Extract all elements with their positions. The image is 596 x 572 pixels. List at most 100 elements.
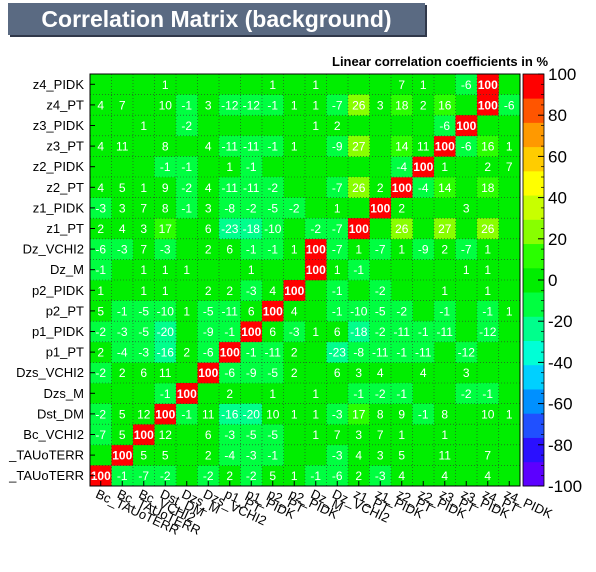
- heatmap-cell: [326, 197, 349, 219]
- cell-value-label: -1: [181, 98, 192, 112]
- heatmap-cell: [219, 280, 241, 301]
- cell-value-label: 1: [291, 407, 298, 421]
- heatmap-cell: [197, 424, 220, 446]
- heatmap-cell: [305, 259, 327, 281]
- heatmap-cell: [326, 135, 349, 157]
- cell-value-label: 2: [205, 243, 212, 257]
- heatmap-cell: [111, 238, 134, 260]
- cell-value-label: 1: [334, 263, 341, 277]
- heatmap-cell: [326, 259, 349, 281]
- heatmap-cell: [133, 321, 155, 343]
- cell-value-label: 11: [417, 140, 430, 154]
- color-scale-swatch: [523, 316, 544, 341]
- cell-value-label: -11: [265, 346, 282, 360]
- heatmap-cell: [326, 341, 349, 363]
- heatmap-cell: [133, 362, 155, 384]
- cell-value-label: 4: [441, 469, 448, 483]
- cell-value-label: -6: [439, 119, 450, 133]
- cell-value-label: -1: [95, 263, 106, 277]
- y-tick-label: _TAUoTERR: [8, 468, 84, 483]
- cell-value-label: -3: [332, 407, 343, 421]
- heatmap-cell: [219, 135, 241, 157]
- cell-value-label: -3: [138, 346, 149, 360]
- cell-value-label: 100: [263, 304, 283, 318]
- cell-value-label: -3: [289, 325, 300, 339]
- heatmap-cell: [305, 115, 327, 137]
- cell-value-label: -3: [332, 449, 343, 463]
- y-tick-label: p1_PIDK: [32, 324, 84, 339]
- heatmap-cell: [455, 115, 478, 137]
- heatmap-cell: [434, 444, 456, 466]
- heatmap-cell: [412, 135, 435, 157]
- cell-value-label: 2: [226, 387, 233, 401]
- cell-value-label: 100: [413, 160, 433, 174]
- heatmap-cell: [305, 424, 327, 446]
- heatmap-cell: [477, 321, 499, 343]
- cell-value-label: 100: [435, 140, 455, 154]
- cell-value-label: 6: [269, 325, 276, 339]
- cell-value-label: 2: [420, 98, 427, 112]
- heatmap-cell: [176, 177, 198, 198]
- cell-value-label: 4: [377, 366, 384, 380]
- gridlines-layer: [89, 73, 521, 487]
- heatmap-cell: [197, 300, 220, 322]
- heatmap-cell: [262, 238, 284, 260]
- cell-value-label: 1: [248, 263, 255, 277]
- heatmap-cell: [154, 238, 177, 260]
- cell-value-label: 9: [162, 181, 169, 195]
- cell-value-label: -1: [224, 325, 235, 339]
- cell-value-label: 2: [334, 119, 341, 133]
- cell-value-label: -9: [203, 325, 214, 339]
- heatmap-cell: [348, 177, 370, 198]
- heatmap-cell: [262, 362, 284, 384]
- cell-value-label: 100: [370, 201, 390, 215]
- cell-value-label: 1: [291, 140, 298, 154]
- cell-value-label: 27: [438, 222, 452, 236]
- color-scale-swatch: [523, 219, 544, 245]
- cell-value-label: -2: [267, 181, 278, 195]
- y-tick-label: p1_PT: [46, 345, 84, 360]
- heatmap-cell: [262, 403, 284, 425]
- cell-value-label: 18: [481, 181, 495, 195]
- color-scale-swatch: [523, 340, 544, 366]
- heatmap-cell: [434, 300, 456, 322]
- color-scale-swatch: [523, 170, 544, 196]
- heatmap-cell: [326, 321, 349, 343]
- heatmap-cell: [111, 135, 134, 157]
- y-tick-label: Bc_VCHI2: [23, 427, 84, 442]
- heatmap-cell: [348, 403, 370, 425]
- cell-value-label: -11: [243, 181, 260, 195]
- heatmap-cell: [348, 465, 370, 487]
- heatmap-cell: [369, 280, 392, 301]
- heatmap-cell: [477, 94, 499, 116]
- heatmap-cell: [477, 156, 499, 178]
- cell-value-label: -2: [160, 469, 171, 483]
- heatmap-cell: [133, 444, 155, 466]
- cell-value-label: -12: [243, 98, 261, 112]
- cell-value-label: -9: [418, 243, 429, 257]
- heatmap-cell: [283, 135, 306, 157]
- cell-value-label: -16: [157, 346, 175, 360]
- cell-value-label: 1: [140, 284, 147, 298]
- y-tick-label: z2_PT: [46, 180, 84, 195]
- heatmap-cell: [369, 465, 392, 487]
- color-scale-swatch: [523, 122, 544, 148]
- cell-value-label: -2: [396, 304, 407, 318]
- heatmap-cell: [434, 321, 456, 343]
- cell-value-label: 4: [291, 304, 298, 318]
- cell-value-label: -2: [203, 469, 214, 483]
- heatmap-cell: [455, 362, 478, 384]
- heatmap-cell: [197, 403, 220, 425]
- cell-value-label: -3: [375, 469, 386, 483]
- cell-value-label: -1: [332, 304, 343, 318]
- heatmap-cell: [197, 135, 220, 157]
- heatmap-cell: [348, 444, 370, 466]
- cell-value-label: -1: [353, 387, 364, 401]
- cell-value-label: 4: [398, 469, 405, 483]
- heatmap-cell: [283, 300, 306, 322]
- heatmap-cell: [197, 177, 220, 198]
- heatmap-cell: [348, 362, 370, 384]
- cell-value-label: 4: [269, 284, 276, 298]
- cell-value-label: 7: [140, 243, 147, 257]
- cell-value-label: -2: [95, 407, 106, 421]
